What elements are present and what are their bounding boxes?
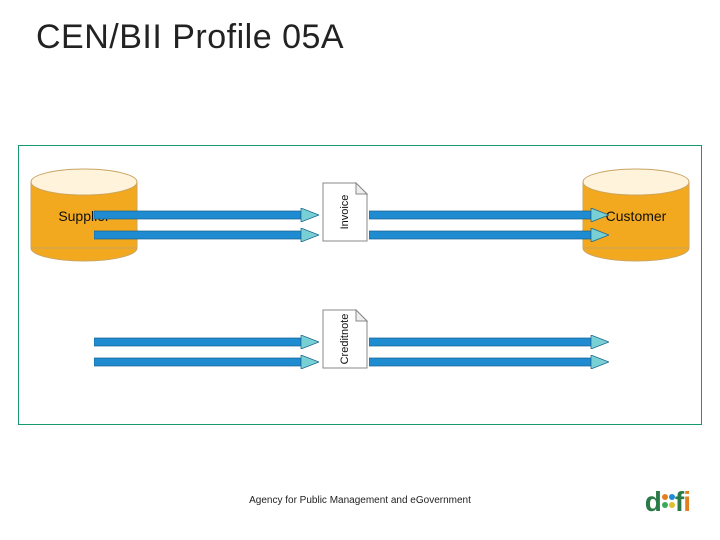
flow-arrow	[369, 228, 609, 242]
slide: CEN/BII Profile 05A Supplier Customer	[0, 0, 720, 540]
flow-arrow	[94, 335, 319, 349]
flow-arrow	[94, 208, 319, 222]
logo-dotted-i	[661, 488, 675, 516]
flow-arrow	[369, 335, 609, 349]
flow-arrow	[369, 208, 609, 222]
flow-arrow	[94, 228, 319, 242]
footer-text: Agency for Public Management and eGovern…	[249, 495, 471, 506]
logo-letter-i: i	[683, 486, 690, 518]
logo-letter-d: d	[645, 486, 661, 518]
document-label: Creditnote	[339, 314, 351, 365]
difi-logo: d f i	[645, 486, 690, 518]
flow-arrow	[94, 355, 319, 369]
logo-letter-f: f	[675, 486, 683, 518]
document-label: Invoice	[339, 195, 351, 230]
document-icon: Creditnote	[322, 309, 368, 369]
diagram-frame: Supplier Customer Invoice	[18, 145, 702, 425]
page-title: CEN/BII Profile 05A	[36, 18, 344, 57]
flow-arrow	[369, 355, 609, 369]
document-icon: Invoice	[322, 182, 368, 242]
